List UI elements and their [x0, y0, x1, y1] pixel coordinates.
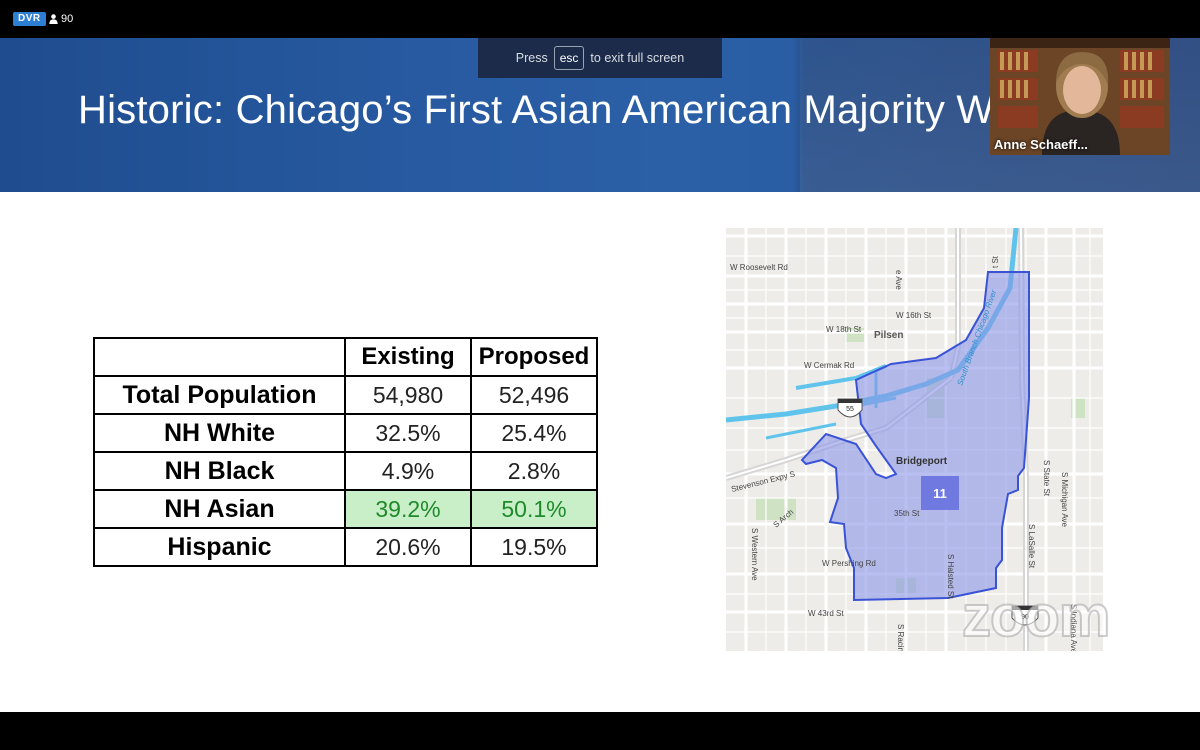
header-existing: Existing: [344, 337, 472, 377]
header-empty-cell: [93, 337, 346, 377]
ward-number: 11: [933, 486, 947, 501]
map-label-35th: 35th St: [894, 509, 920, 518]
row-label: Total Population: [93, 375, 346, 415]
map-label-pilsen: Pilsen: [874, 330, 903, 341]
proposed-value: 19.5%: [470, 527, 598, 567]
table-row: NH White 32.5% 25.4%: [93, 413, 598, 453]
zoom-watermark: zoom: [961, 583, 1111, 650]
table-row: Total Population 54,980 52,496: [93, 375, 598, 415]
esc-key-button[interactable]: esc: [553, 46, 585, 70]
map-label-western: S Western Ave: [750, 528, 759, 581]
slide-title: Historic: Chicago’s First Asian American…: [78, 88, 995, 132]
row-label: NH Black: [93, 451, 346, 491]
ward-map: W Roosevelt Rd e Ave t St W 16th St W 18…: [726, 228, 1103, 651]
participant-name: Anne Schaeff...: [994, 137, 1088, 152]
table-row: Hispanic 20.6% 19.5%: [93, 527, 598, 567]
i90-shield-icon: [1011, 605, 1039, 626]
table-row-highlighted: NH Asian 39.2% 50.1%: [93, 489, 598, 529]
viewer-count: 90: [49, 11, 73, 27]
map-label-16th: W 16th St: [896, 311, 932, 320]
table-header-row: Existing Proposed: [93, 337, 598, 377]
table-row: NH Black 4.9% 2.8%: [93, 451, 598, 491]
proposed-value: 2.8%: [470, 451, 598, 491]
toast-text-after: to exit full screen: [590, 51, 685, 65]
existing-value: 20.6%: [344, 527, 472, 567]
proposed-value-highlighted: 50.1%: [470, 489, 598, 529]
existing-value: 54,980: [344, 375, 472, 415]
shield-90-label: 90: [1021, 614, 1029, 621]
map-label-43rd: W 43rd St: [808, 609, 844, 618]
map-label-lasalle: S LaSalle St: [1027, 524, 1036, 569]
map-label-roosevelt: W Roosevelt Rd: [730, 263, 788, 272]
proposed-value: 25.4%: [470, 413, 598, 453]
proposed-value: 52,496: [470, 375, 598, 415]
top-bar: DVR 90: [0, 0, 1200, 38]
map-label-18th: W 18th St: [826, 325, 862, 334]
existing-value-highlighted: 39.2%: [344, 489, 472, 529]
dvr-badge[interactable]: DVR: [13, 12, 46, 26]
bottom-bar: [0, 712, 1200, 750]
row-label: NH White: [93, 413, 346, 453]
demographics-table: Existing Proposed Total Population 54,98…: [93, 337, 598, 567]
map-label-racine: S Racin: [896, 624, 905, 651]
map-label-ave-top: e Ave: [894, 270, 903, 290]
map-label-state: S State St: [1042, 460, 1051, 497]
header-proposed: Proposed: [470, 337, 598, 377]
map-label-indiana: S Indiana Ave: [1069, 604, 1078, 651]
fullscreen-toast: Press esc to exit full screen: [478, 38, 722, 78]
existing-value: 32.5%: [344, 413, 472, 453]
toast-text-before: Press: [515, 51, 548, 65]
i55-shield-icon: [837, 398, 863, 418]
existing-value: 4.9%: [344, 451, 472, 491]
map-label-halsted: S Halsted St: [946, 554, 955, 599]
map-label-cermak: W Cermak Rd: [804, 361, 854, 370]
map-label-bridgeport: Bridgeport: [896, 456, 948, 467]
shared-slide: Historic: Chicago’s First Asian American…: [0, 38, 1200, 712]
map-label-pershing: W Pershing Rd: [822, 559, 876, 568]
shield-55-label: 55: [846, 406, 854, 413]
map-label-t-st: t St: [991, 255, 1000, 268]
viewer-count-value: 90: [61, 13, 74, 25]
row-label: NH Asian: [93, 489, 346, 529]
person-icon: [49, 14, 58, 24]
row-label: Hispanic: [93, 527, 346, 567]
map-label-michigan: S Michigan Ave: [1060, 472, 1069, 528]
participant-video-tile[interactable]: Anne Schaeff...: [990, 38, 1170, 155]
participant-video-frame: [990, 38, 1170, 155]
